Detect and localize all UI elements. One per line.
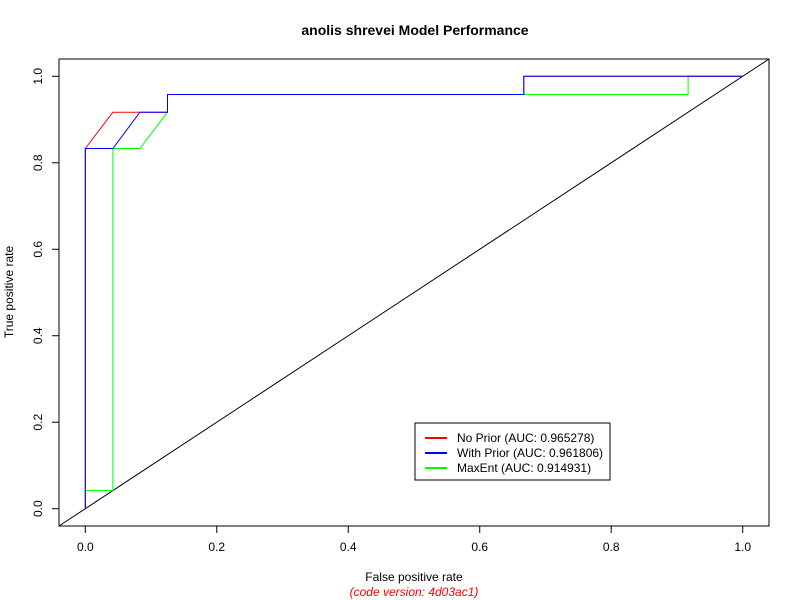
- code-version-caption: (code version: 4d03ac1): [350, 585, 479, 599]
- legend-label: MaxEnt (AUC: 0.914931): [457, 461, 591, 475]
- legend-box: [414, 422, 611, 481]
- legend-label: With Prior (AUC: 0.961806): [457, 446, 603, 460]
- x-tick-label: 1.0: [734, 540, 751, 554]
- legend: No Prior (AUC: 0.965278)With Prior (AUC:…: [414, 422, 611, 481]
- y-tick-label: 0.2: [31, 414, 45, 431]
- x-tick-label: 0.8: [603, 540, 620, 554]
- plot-area: [58, 58, 770, 527]
- y-tick-label: 1.0: [31, 68, 45, 85]
- y-tick-label: 0.0: [31, 500, 45, 517]
- chart-title: anolis shrevei Model Performance: [301, 22, 528, 38]
- y-tick-label: 0.8: [31, 154, 45, 171]
- x-axis-label: False positive rate: [365, 570, 463, 584]
- y-axis-label: True positive rate: [2, 246, 16, 339]
- x-tick-label: 0.2: [208, 540, 225, 554]
- x-tick-label: 0.6: [471, 540, 488, 554]
- x-tick-label: 0.0: [77, 540, 94, 554]
- series-line-1: [84, 75, 743, 509]
- series-line-2: [84, 75, 743, 509]
- plot-frame: [58, 58, 770, 527]
- y-tick-label: 0.4: [31, 327, 45, 344]
- legend-label: No Prior (AUC: 0.965278): [457, 431, 594, 445]
- y-tick-label: 0.6: [31, 241, 45, 258]
- x-axis: 0.0 0.2 0.4 0.6 0.8 1.0: [77, 526, 751, 554]
- x-tick-label: 0.4: [340, 540, 357, 554]
- diagonal-reference-line: [58, 58, 770, 527]
- y-axis: 0.0 0.2 0.4 0.6 0.8 1.0: [31, 68, 59, 517]
